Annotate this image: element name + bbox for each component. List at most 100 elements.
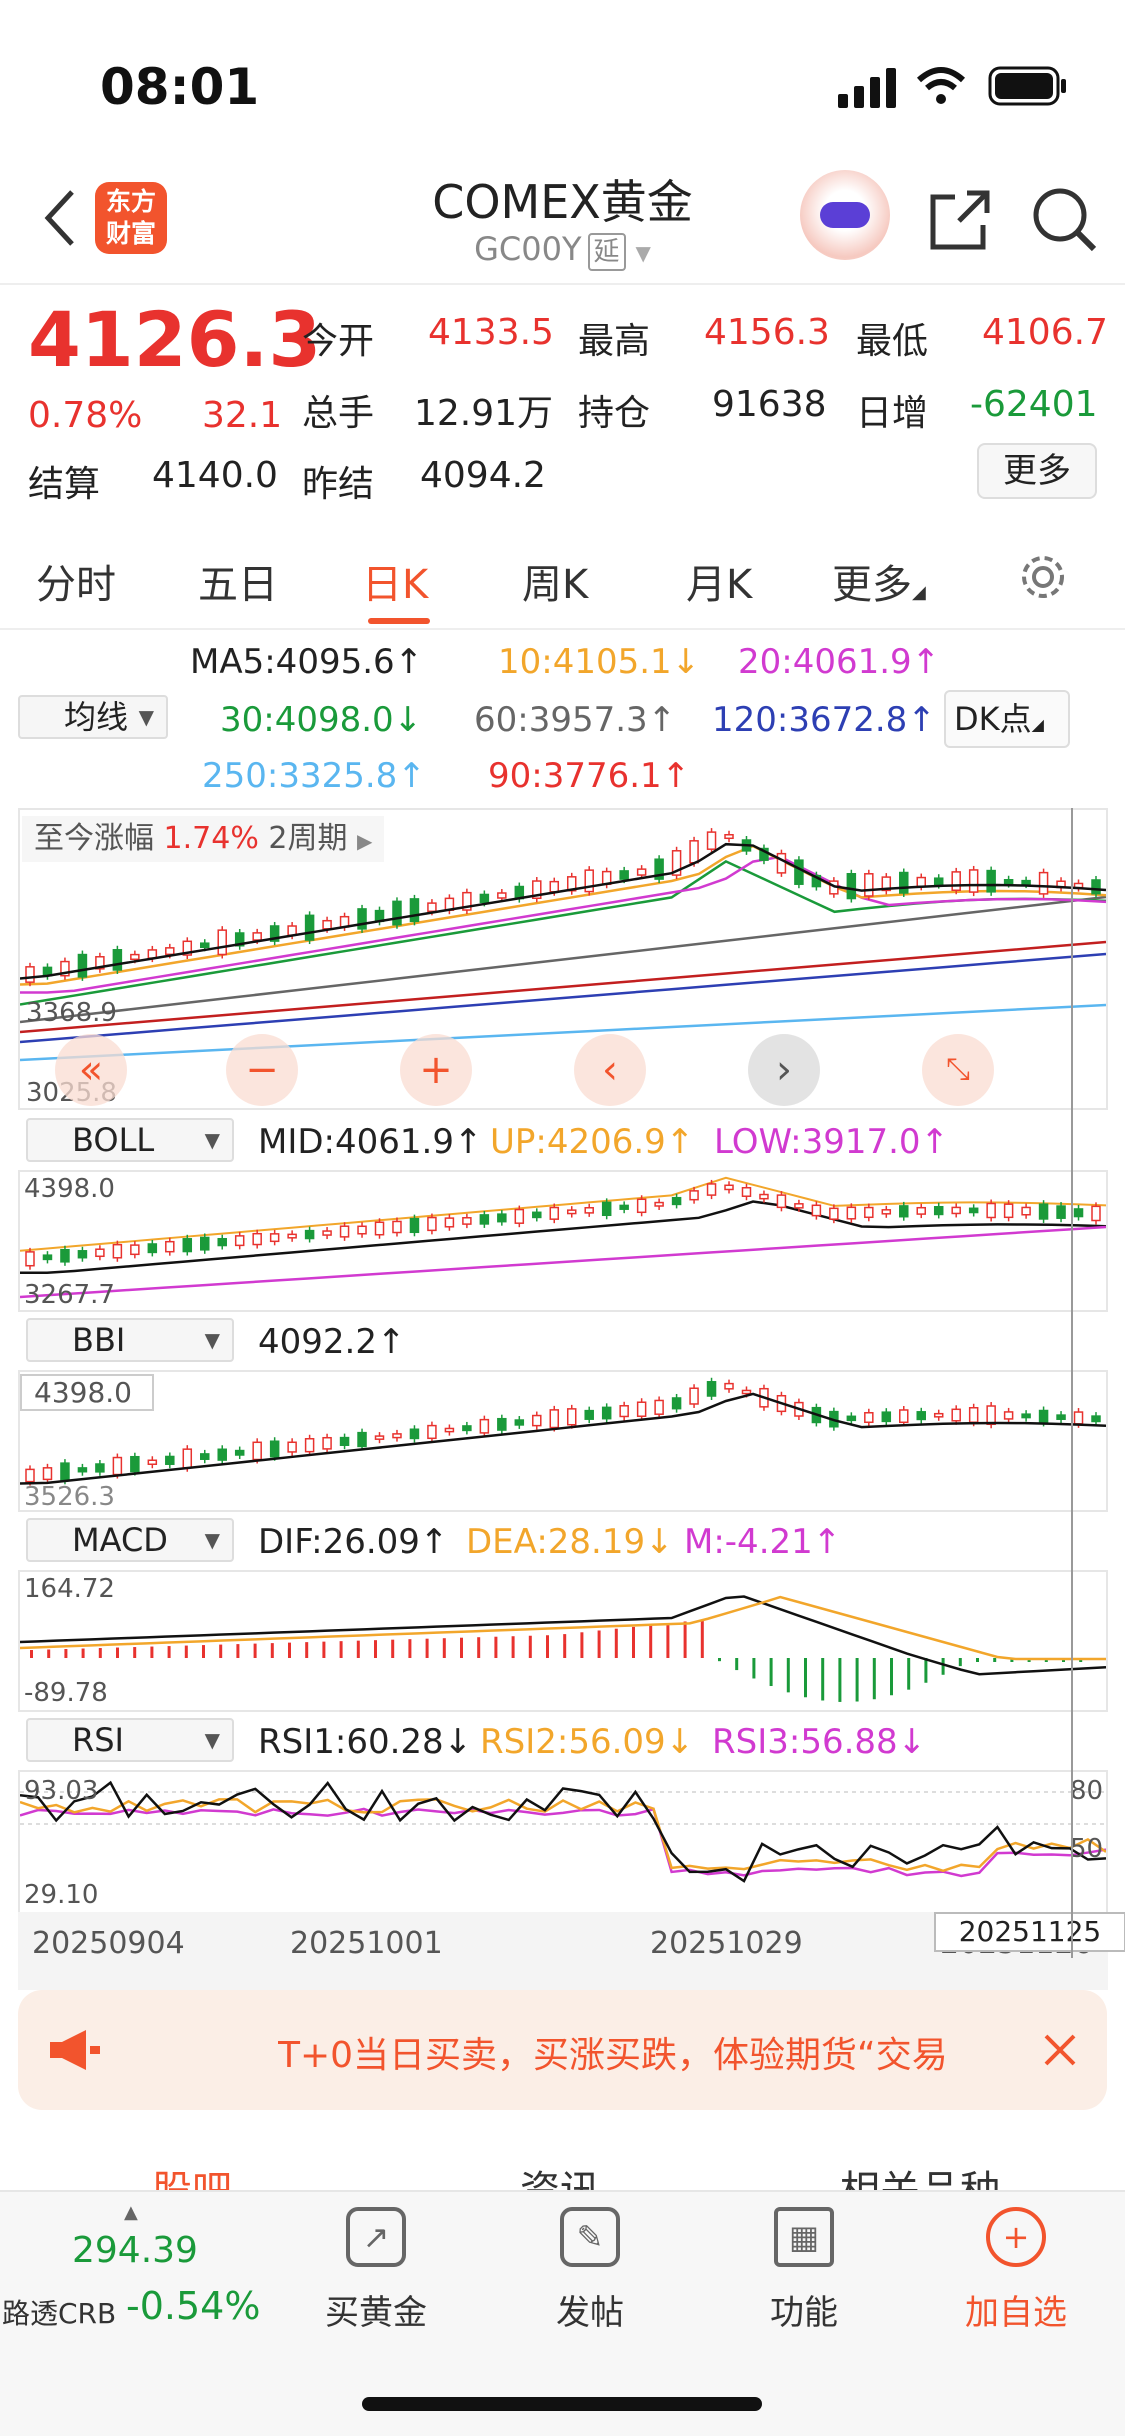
candle bbox=[479, 1418, 490, 1434]
macd-bar bbox=[804, 1658, 807, 1698]
candle bbox=[532, 880, 542, 900]
bbi-panel[interactable]: 4398.0 3526.3 bbox=[18, 1370, 1108, 1512]
candle bbox=[409, 1217, 420, 1234]
crb-index-widget[interactable]: ▲ 294.39 路透CRB -0.54% bbox=[0, 2202, 270, 2372]
pan-right-button[interactable]: › bbox=[748, 1034, 820, 1106]
crb-name: 路透CRB bbox=[2, 2297, 117, 2330]
tab-daily-k[interactable]: 日K bbox=[362, 562, 429, 608]
zoom-in-button[interactable]: + bbox=[400, 1034, 472, 1106]
add-watchlist-button[interactable]: + 加自选 bbox=[916, 2207, 1116, 2334]
ma-selector[interactable]: 均线 ▼ bbox=[18, 695, 168, 739]
tab-news[interactable]: 资讯 bbox=[520, 2158, 600, 2190]
candle bbox=[881, 1209, 892, 1215]
rsi-panel[interactable]: 93.03 29.10 80 50 bbox=[18, 1770, 1108, 1912]
boll-panel[interactable]: 4398.0 3267.7 bbox=[18, 1170, 1108, 1312]
tab-weekly-k[interactable]: 周K bbox=[522, 562, 589, 608]
candle bbox=[776, 1194, 787, 1209]
macd-bar bbox=[632, 1626, 635, 1658]
candle bbox=[147, 1243, 158, 1254]
candle bbox=[776, 852, 787, 874]
candle bbox=[636, 1198, 647, 1214]
candle bbox=[497, 892, 507, 899]
pan-left-fast-button[interactable]: « bbox=[55, 1034, 127, 1106]
candle bbox=[200, 1236, 210, 1251]
candle bbox=[514, 1419, 525, 1426]
boll-up-line bbox=[19, 1176, 1107, 1252]
candle bbox=[741, 1187, 752, 1197]
bbi-selector[interactable]: BBI ▼ bbox=[26, 1318, 234, 1362]
macd-bar bbox=[821, 1658, 825, 1701]
candle bbox=[147, 1459, 158, 1465]
candle bbox=[846, 1415, 857, 1422]
ma5-value: MA5:4095.6↑ bbox=[190, 642, 424, 682]
wifi-icon bbox=[916, 67, 966, 104]
boll-selector[interactable]: BOLL ▼ bbox=[26, 1118, 234, 1162]
candle bbox=[112, 1243, 123, 1259]
tab-five-day[interactable]: 五日 bbox=[198, 562, 278, 608]
promo-banner[interactable]: T+0当日买卖，买涨买跌，体验期货“交易 bbox=[18, 1990, 1107, 2110]
tab-monthly-k[interactable]: 月K bbox=[686, 562, 753, 608]
settings-gear-icon[interactable] bbox=[1018, 552, 1068, 602]
candle bbox=[182, 1238, 193, 1253]
candle bbox=[846, 1206, 857, 1220]
tab-guba[interactable]: 股吧 bbox=[152, 2158, 232, 2190]
macd-bar bbox=[494, 1636, 498, 1658]
macd-bar bbox=[167, 1646, 171, 1658]
candle bbox=[899, 1205, 909, 1218]
rsi2-line bbox=[19, 1798, 1107, 1873]
tab-more[interactable]: 更多◢ bbox=[832, 562, 926, 608]
macd-bar bbox=[666, 1623, 670, 1658]
macd-bar bbox=[236, 1644, 240, 1658]
search-icon[interactable] bbox=[1030, 185, 1100, 255]
bbi-y-bottom: 3526.3 bbox=[24, 1482, 115, 1512]
candle bbox=[916, 1206, 926, 1215]
status-bar: 08:01 bbox=[0, 0, 1125, 160]
fullscreen-icon[interactable]: ⤡ bbox=[922, 1034, 994, 1106]
candle bbox=[357, 908, 367, 930]
candle bbox=[811, 874, 822, 888]
macd-bar bbox=[339, 1641, 343, 1658]
chart-icon: ↗ bbox=[346, 2207, 406, 2267]
more-quote-button[interactable]: 更多 bbox=[977, 443, 1097, 499]
candle bbox=[95, 956, 105, 970]
candle bbox=[654, 1399, 664, 1415]
close-icon[interactable] bbox=[1042, 2032, 1078, 2068]
macd-bar bbox=[98, 1648, 102, 1658]
candle bbox=[636, 868, 647, 876]
pan-left-button[interactable]: ‹ bbox=[574, 1034, 646, 1106]
post-button[interactable]: ✎ 发帖 bbox=[490, 2207, 690, 2334]
main-kline-panel[interactable]: 至今涨幅 1.74% 2周期 ▶ 3368.9 3025.8 « − + ‹ ›… bbox=[18, 808, 1108, 1110]
rsi-selector[interactable]: RSI ▼ bbox=[26, 1718, 234, 1762]
ma10-value: 10:4105.1↓ bbox=[498, 642, 701, 682]
candle bbox=[794, 859, 804, 885]
macd-bar bbox=[580, 1632, 584, 1658]
range-change-box[interactable]: 至今涨幅 1.74% 2周期 ▶ bbox=[22, 816, 385, 862]
candle bbox=[846, 872, 857, 900]
tab-related[interactable]: 相关品种 bbox=[840, 2158, 1000, 2190]
macd-bar bbox=[391, 1639, 395, 1658]
back-icon[interactable] bbox=[40, 188, 80, 248]
candle bbox=[1056, 1414, 1066, 1420]
macd-selector[interactable]: MACD ▼ bbox=[26, 1518, 234, 1562]
dk-point-button[interactable]: DK点◢ bbox=[944, 690, 1070, 748]
ma20-value: 20:4061.9↑ bbox=[738, 642, 941, 682]
candle bbox=[899, 1409, 909, 1424]
candle bbox=[584, 1409, 594, 1420]
boll-mid: MID:4061.9↑ bbox=[258, 1122, 483, 1162]
macd-bar bbox=[442, 1638, 446, 1658]
assistant-robot-icon[interactable] bbox=[800, 170, 890, 260]
macd-dif-line bbox=[19, 1595, 1107, 1676]
candle bbox=[427, 1216, 437, 1232]
macd-panel[interactable]: 164.72 -89.78 bbox=[18, 1570, 1108, 1712]
banner-text: T+0当日买卖，买涨买跌，体验期货“交易 bbox=[278, 2035, 948, 2076]
ma250-value: 250:3325.8↑ bbox=[202, 756, 426, 796]
buy-gold-button[interactable]: ↗ 买黄金 bbox=[276, 2207, 476, 2334]
candle bbox=[165, 947, 175, 956]
tab-intraday[interactable]: 分时 bbox=[36, 562, 116, 608]
macd-bar bbox=[30, 1650, 33, 1658]
candle bbox=[566, 1209, 577, 1215]
share-icon[interactable] bbox=[925, 185, 995, 255]
low-value: 4106.7 bbox=[982, 312, 1108, 353]
zoom-out-button[interactable]: − bbox=[226, 1034, 298, 1106]
functions-button[interactable]: ▦ 功能 bbox=[704, 2207, 904, 2334]
